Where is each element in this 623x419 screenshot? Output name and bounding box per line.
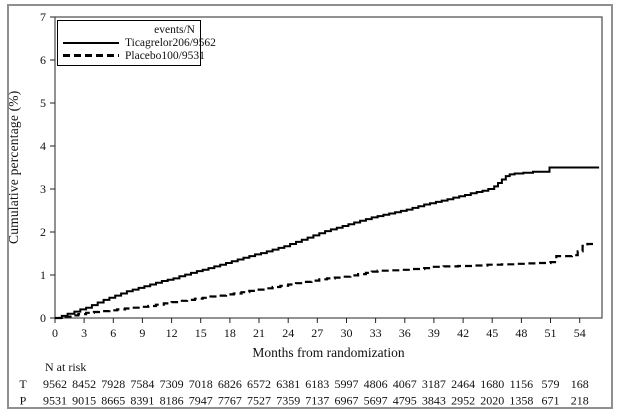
- risk-count: 5697: [364, 394, 388, 408]
- ticagrelor-curve: [55, 166, 600, 319]
- risk-count: 7947: [189, 394, 213, 408]
- risk-count: 7018: [189, 377, 213, 391]
- x-tick-label: 12: [166, 326, 178, 340]
- x-tick-label: 24: [282, 326, 294, 340]
- risk-count: 218: [571, 394, 589, 408]
- risk-count: 6183: [305, 377, 329, 391]
- x-tick-label: 30: [341, 326, 353, 340]
- risk-count: 2952: [451, 394, 475, 408]
- x-tick-label: 36: [399, 326, 411, 340]
- x-tick-label: 9: [139, 326, 145, 340]
- risk-count: 7527: [247, 394, 271, 408]
- x-tick-label: 51: [545, 326, 557, 340]
- risk-count: 1156: [510, 377, 534, 391]
- y-tick-label: 5: [40, 96, 46, 110]
- risk-count: 6826: [218, 377, 242, 391]
- dashed-line-swatch: [63, 54, 119, 57]
- risk-count: 4795: [393, 394, 417, 408]
- x-tick-label: 27: [311, 326, 323, 340]
- risk-count: 4067: [393, 377, 417, 391]
- risk-count: 579: [542, 377, 560, 391]
- risk-count: 9562: [43, 377, 67, 391]
- risk-count: 3187: [422, 377, 446, 391]
- x-tick-label: 6: [110, 326, 116, 340]
- risk-count: 8452: [72, 377, 96, 391]
- x-tick-label: 3: [81, 326, 87, 340]
- risk-count: 7309: [160, 377, 184, 391]
- placebo-curve: [55, 242, 597, 320]
- risk-count: 6572: [247, 377, 271, 391]
- risk-count: 9531: [43, 394, 67, 408]
- risk-count: 7584: [130, 377, 154, 391]
- y-tick-label: 4: [40, 139, 46, 153]
- risk-count: 671: [542, 394, 560, 408]
- x-tick-label: 33: [370, 326, 382, 340]
- risk-count: 7137: [305, 394, 329, 408]
- risk-count: 8665: [101, 394, 125, 408]
- legend-header-row: events/N: [63, 23, 195, 36]
- legend-label-ticagrelor: Ticagrelor: [125, 36, 173, 49]
- x-tick-label: 45: [486, 326, 498, 340]
- risk-row-label-p: P: [20, 394, 27, 408]
- risk-count: 8391: [130, 394, 154, 408]
- y-tick-label: 1: [40, 268, 46, 282]
- legend-header: events/N: [154, 23, 195, 36]
- risk-count: 2020: [480, 394, 504, 408]
- risk-count: 8186: [160, 394, 184, 408]
- x-tick-label: 18: [224, 326, 236, 340]
- legend-value-ticagrelor: 206/9562: [172, 36, 216, 49]
- y-tick-label: 0: [40, 311, 46, 325]
- risk-count: 1680: [480, 377, 504, 391]
- legend-label-placebo: Placebo: [125, 49, 162, 62]
- risk-count: 6381: [276, 377, 300, 391]
- x-tick-label: 39: [428, 326, 440, 340]
- solid-line-swatch: [63, 41, 119, 44]
- risk-row-label-t: T: [19, 377, 27, 391]
- risk-count: 7359: [276, 394, 300, 408]
- risk-count: 3843: [422, 394, 446, 408]
- x-axis-title: Months from randomization: [252, 345, 405, 360]
- x-tick-label: 54: [574, 326, 586, 340]
- risk-count: 6967: [335, 394, 359, 408]
- risk-count: 2464: [451, 377, 475, 391]
- x-tick-label: 48: [515, 326, 527, 340]
- risk-table-title: N at risk: [45, 360, 86, 374]
- y-tick-label: 3: [40, 182, 46, 196]
- risk-count: 7767: [218, 394, 242, 408]
- y-tick-label: 7: [40, 10, 46, 24]
- risk-count: 168: [571, 377, 589, 391]
- y-axis-title: Cumulative percentage (%): [6, 90, 21, 244]
- risk-count: 4806: [364, 377, 388, 391]
- x-tick-label: 15: [195, 326, 207, 340]
- legend-entry-placebo: Placebo 100/9531: [63, 49, 205, 62]
- risk-count: 9015: [72, 394, 96, 408]
- risk-count: 5997: [335, 377, 359, 391]
- x-tick-label: 21: [253, 326, 265, 340]
- y-tick-label: 6: [40, 53, 46, 67]
- y-tick-label: 2: [40, 225, 46, 239]
- x-tick-label: 42: [457, 326, 469, 340]
- legend-entry-ticagrelor: Ticagrelor 206/9562: [63, 36, 216, 49]
- risk-count: 1358: [509, 394, 533, 408]
- x-tick-label: 0: [52, 326, 58, 340]
- legend: events/N Ticagrelor 206/9562 Placebo 100…: [57, 20, 216, 66]
- plot-frame: [54, 16, 603, 319]
- risk-count: 7928: [101, 377, 125, 391]
- legend-value-placebo: 100/9531: [161, 49, 205, 62]
